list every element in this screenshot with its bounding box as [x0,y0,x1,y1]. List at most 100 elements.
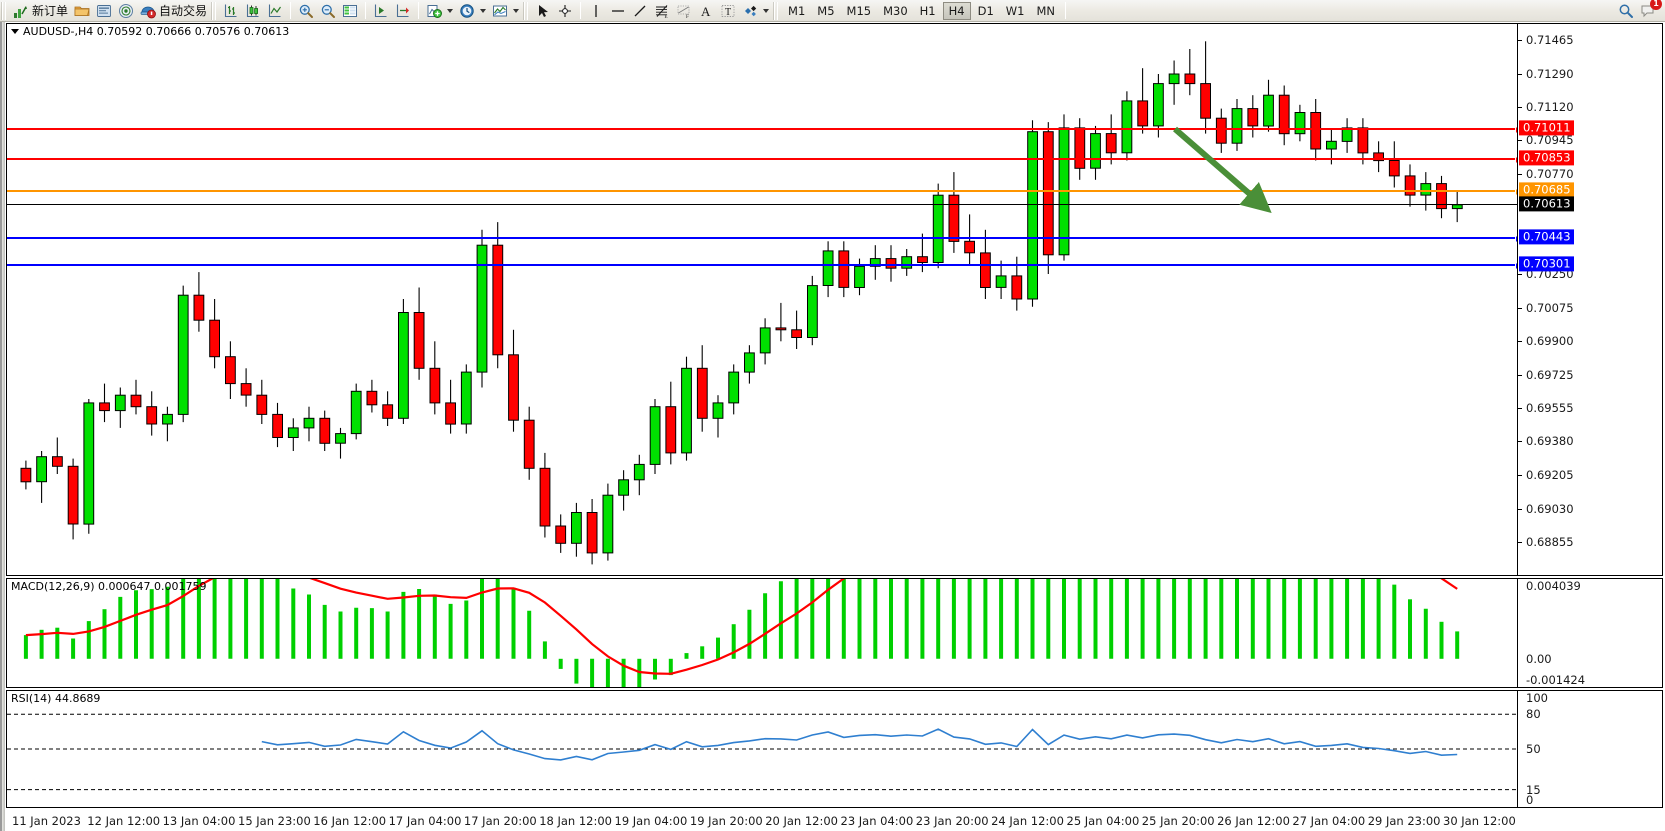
text-label-button[interactable]: T [717,1,739,21]
macd-scale-label: 0.00 [1526,651,1552,666]
price-tick [1518,40,1522,42]
time-axis-label: 29 Jan 23:00 [1367,814,1441,828]
cursor-icon [539,4,549,17]
price-tick [1518,375,1522,376]
price-tick [1518,274,1522,275]
time-axis-label: 19 Jan 04:00 [614,814,688,828]
shapes-button[interactable] [739,1,772,21]
crosshair-button[interactable] [554,1,576,21]
grid-icon [343,4,358,17]
zoom-out-button[interactable] [317,1,339,21]
rsi-scale-label: 80 [1526,707,1541,722]
rsi-pane[interactable]: RSI(14) 44.8689 100 80 50 15 0 [6,690,1663,808]
level-line-0.70613[interactable] [7,204,1518,206]
signals-icon [119,3,134,18]
new-order-button[interactable]: 新订单 [10,1,71,21]
level-line-0.70853[interactable] [7,156,1522,164]
timeframe-m5[interactable]: M5 [817,3,835,18]
price-level-label-0.70443[interactable]: 0.70443 [1519,229,1574,245]
time-axis-label: 17 Jan 04:00 [388,814,462,828]
price-tick-label: 0.69555 [1526,400,1574,415]
price-level-label-0.70685[interactable]: 0.70685 [1519,182,1574,198]
svg-text:T: T [725,7,731,18]
search-button[interactable] [1615,1,1637,21]
signals-button[interactable] [115,1,137,21]
level-line-0.70443[interactable] [7,235,1522,243]
timeframe-d1[interactable]: D1 [977,3,994,18]
level-line-0.71011[interactable] [7,126,1522,134]
time-axis[interactable]: 11 Jan 2023 12 Jan 12:00 13 Jan 04:00 15 Ja… [6,810,1663,829]
price-pane[interactable]: AUDUSD-,H4 0.70592 0.70666 0.70576 0.706… [6,23,1663,576]
toolbar-grip-standard[interactable] [1,1,8,20]
data-window-button[interactable] [93,1,115,21]
toolbar-separator-2 [365,2,367,19]
fibonacci-button[interactable]: E [651,1,673,21]
timeframe-m1[interactable]: M1 [788,3,806,18]
price-level-label-0.70853[interactable]: 0.70853 [1519,150,1574,166]
vertical-line-button[interactable] [585,1,607,21]
price-level-label-0.71011[interactable]: 0.71011 [1519,120,1574,136]
folder-button[interactable] [71,1,93,21]
time-axis-label: 23 Jan 04:00 [840,814,914,828]
horizontal-line-button[interactable] [607,1,629,21]
level-line-0.70301[interactable] [7,262,1522,270]
toolbar-separator-5 [1064,2,1066,19]
price-level-label-0.70613[interactable]: 0.70613 [1519,196,1574,212]
shapes-dropdown-caret[interactable] [763,8,770,13]
time-axis-label: 17 Jan 20:00 [463,814,537,828]
zoom-in-icon [299,4,314,18]
price-tick-label: 0.69725 [1526,368,1574,382]
fibonacci-icon: E [656,4,668,19]
time-axis-label: 12 Jan 12:00 [87,814,161,828]
time-axis-label: 27 Jan 04:00 [1292,814,1366,828]
zoom-in-button[interactable] [295,1,317,21]
indicators-dropdown-caret[interactable] [447,8,454,13]
templates-button[interactable] [489,1,522,21]
cursor-button[interactable] [532,1,554,21]
macd-scale[interactable]: 0.004039 0.00 -0.001424 [1517,579,1662,687]
chart-shift-button[interactable] [392,1,414,21]
indicators-add-button[interactable] [423,1,456,21]
trendline-button[interactable] [629,1,651,21]
price-scale[interactable]: 0.71465 0.71290 0.71120 0.70945 0.70770 0.702… [1517,24,1662,575]
equidistant-channel-button[interactable]: F [673,1,695,21]
time-axis-label: 13 Jan 04:00 [162,814,236,828]
level-line-0.70685[interactable] [7,188,1522,196]
timeframe-h1[interactable]: H1 [919,3,936,18]
period-clock-button[interactable] [456,1,489,21]
alerts-button[interactable]: 1 [1637,0,1662,21]
timeframe-m15[interactable]: M15 [846,3,872,18]
price-tick [1518,508,1522,510]
text-icon: A [701,4,711,19]
line-chart-button[interactable] [264,1,286,21]
toolbar-separator-3 [418,2,420,19]
bar-chart-button[interactable] [220,1,242,21]
price-tick-label: 0.69205 [1526,468,1574,482]
price-level-label-0.70301[interactable]: 0.70301 [1519,256,1574,272]
price-tick [1518,475,1522,476]
text-button[interactable]: A [695,1,717,21]
macd-pane[interactable]: MACD(12,26,9) 0.000647 0.001759 0.004039… [6,578,1663,688]
scroll-end-button[interactable] [370,1,392,21]
timeframe-mn[interactable]: MN [1036,3,1055,18]
indicators-add-icon [427,4,442,18]
data-window-icon [97,4,111,17]
timeframe-h4[interactable]: H4 [942,1,971,20]
chart-window[interactable]: AUDUSD-,H4 0.70592 0.70666 0.70576 0.706… [0,22,1665,831]
templates-dropdown-caret[interactable] [513,8,520,13]
shapes-icon [745,5,757,16]
time-axis-label: 11 Jan 2023 [12,814,81,828]
rsi-scale[interactable]: 100 80 50 15 0 [1517,691,1662,807]
toolbar-grip-periods[interactable] [773,1,781,20]
auto-trading-button[interactable]: 自动交易 [137,1,210,21]
candlestick-chart-icon [246,4,259,17]
timeframe-w1[interactable]: W1 [1005,3,1025,18]
grid-button[interactable] [339,1,361,21]
period-dropdown-caret[interactable] [480,8,487,13]
chart-shift-icon [396,4,410,17]
candlestick-chart-button[interactable] [242,1,264,21]
timeframe-m30[interactable]: M30 [883,3,908,18]
auto-trading-icon [140,6,156,18]
toolbar-grip-tools[interactable] [523,1,531,20]
toolbar-grip-charts[interactable] [211,1,219,20]
